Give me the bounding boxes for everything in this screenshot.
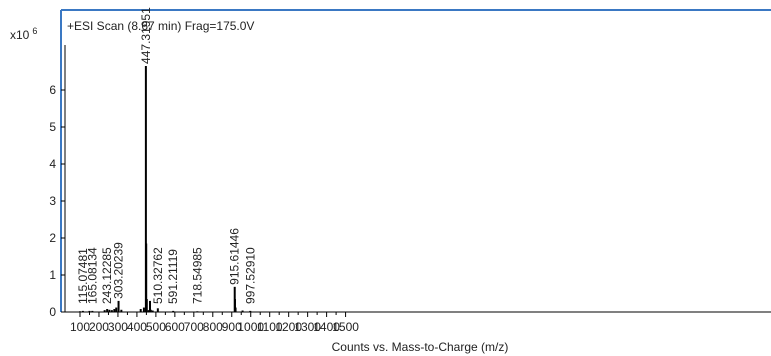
peak-label: 447.31951: [139, 7, 153, 64]
y-tick-label: 4: [49, 157, 56, 171]
y-multiplier-base: x10: [10, 28, 30, 42]
peak-label: 303.20239: [112, 242, 126, 299]
x-tick-label: 800: [203, 320, 223, 334]
plot-frame: [60, 9, 771, 312]
y-multiplier-exponent: 6: [32, 26, 37, 36]
x-tick-label: 500: [146, 320, 166, 334]
peak-label: 718.54985: [190, 247, 204, 304]
x-tick-label: 1200: [275, 320, 302, 334]
peak-label: 915.61446: [228, 228, 242, 285]
x-tick-label: 600: [165, 320, 185, 334]
peak-label: 115.07481: [76, 248, 90, 304]
peak-label: 997.52910: [243, 247, 257, 304]
x-tick-label: 1100: [257, 320, 283, 334]
chart-title: +ESI Scan (8.67 min) Frag=175.0V: [67, 19, 254, 33]
y-tick-label: 6: [49, 83, 56, 97]
x-tick-label: 1400: [313, 320, 340, 334]
x-axis-label: Counts vs. Mass-to-Charge (m/z): [332, 340, 509, 354]
peak-label: 243.12285: [100, 247, 114, 304]
x-tick-label: 900: [222, 320, 242, 334]
x-tick-label: 1000: [237, 320, 264, 334]
x-tick-label: 300: [108, 320, 128, 334]
y-axis-multiplier: x10 6: [10, 26, 37, 42]
y-tick-label: 0: [49, 305, 56, 319]
y-axis-ticks: 0 1 2 3 4 5 6: [49, 83, 65, 319]
y-tick-label: 3: [49, 194, 56, 208]
x-tick-label: 700: [184, 320, 204, 334]
x-tick-label: 1300: [294, 320, 321, 334]
x-tick-label: 400: [127, 320, 147, 334]
peak-label: 510.32762: [151, 247, 165, 304]
x-tick-label: 100: [70, 320, 90, 334]
y-tick-label: 2: [49, 231, 56, 245]
x-tick-label: 1500: [332, 320, 359, 334]
peak-label: 165.08134: [85, 247, 99, 304]
y-tick-label: 5: [49, 120, 56, 134]
x-tick-label: 200: [89, 320, 109, 334]
peak-label: 591.21119: [166, 249, 180, 304]
y-tick-label: 1: [49, 268, 56, 282]
labeled-peaks: [81, 65, 252, 312]
x-axis-ticks: 1002003004005006007008009001000110012001…: [70, 312, 359, 334]
